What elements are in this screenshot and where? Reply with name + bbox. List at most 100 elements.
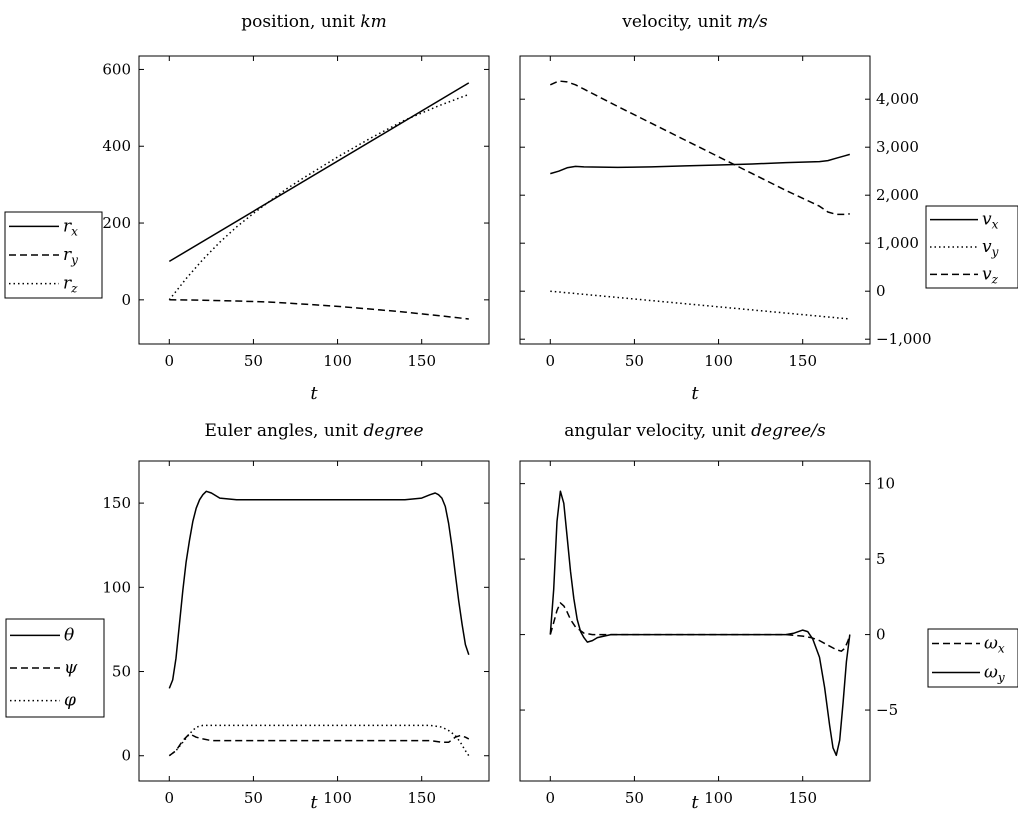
x-tick-label: 150 — [407, 352, 436, 370]
y-tick-label: 50 — [112, 663, 131, 681]
legend-label-main: ω — [984, 663, 998, 683]
x-tick-label: 50 — [625, 352, 644, 370]
legend-label: vz — [982, 264, 999, 286]
legend-label-main: θ — [64, 625, 74, 645]
series-line — [168, 82, 470, 263]
y-tick-label: 5 — [876, 550, 886, 568]
legend-label-sub: x — [992, 218, 999, 232]
legend-box — [927, 628, 1018, 688]
x-tick-label: 50 — [625, 789, 644, 807]
panel-velocity: 0 50 100 150 −1,000 0 1,000 2,000 3,000 4,000 velo… — [519, 12, 1018, 404]
series-line — [549, 80, 850, 216]
legend-label-main: r — [63, 274, 72, 294]
series-line — [168, 724, 470, 757]
legend-label: vx — [982, 210, 999, 232]
plot-frame — [519, 55, 871, 345]
x-tick-label: 100 — [704, 352, 733, 370]
legend-label-sub: y — [997, 671, 1005, 685]
x-tick-label: 50 — [244, 352, 263, 370]
y-tick-label: 4,000 — [876, 90, 919, 108]
legend-label-main: v — [982, 237, 992, 257]
panel-title-unit: degree/s — [751, 421, 826, 441]
y-tick-label: 3,000 — [876, 138, 919, 156]
series-line — [168, 490, 470, 689]
x-tick-label: 150 — [407, 789, 436, 807]
series-line — [169, 299, 469, 320]
legend-label-main: ω — [984, 634, 998, 654]
panel-title-text: position, unit — [241, 12, 360, 32]
series-line — [549, 490, 851, 757]
panel-title: position, unit km — [241, 12, 387, 32]
plot-frame — [138, 55, 490, 345]
legend-label-main: r — [63, 245, 72, 265]
x-tick-label: 100 — [323, 789, 352, 807]
legend-label-main: φ — [64, 691, 76, 711]
series-line — [168, 733, 470, 757]
y-tick-label: 200 — [102, 214, 131, 232]
legend-label-main: ψ — [64, 658, 78, 678]
legend-label: ψ — [64, 658, 78, 678]
legend-label: ry — [63, 245, 78, 267]
panel-title-text: angular velocity, unit — [564, 421, 751, 441]
y-tick-label: −5 — [876, 701, 898, 719]
x-tick-label: 50 — [244, 789, 263, 807]
panel-title-text: Euler angles, unit — [204, 421, 363, 441]
series-line — [550, 290, 850, 320]
x-tick-label: 0 — [546, 352, 556, 370]
legend-label-sub: x — [998, 642, 1005, 656]
panel-title: angular velocity, unit degree/s — [564, 421, 826, 441]
x-tick-label: 100 — [704, 789, 733, 807]
legend-label: rz — [63, 274, 78, 296]
legend-label-sub: z — [991, 272, 999, 286]
series-line — [168, 93, 470, 301]
legend-label: rx — [63, 216, 78, 238]
panel-title: Euler angles, unit degree — [204, 421, 423, 441]
legend-label-sub: x — [71, 224, 78, 238]
x-axis-label: t — [310, 383, 318, 404]
y-tick-label: 150 — [102, 494, 131, 512]
panel-angular-velocity: 0 50 100 150 −5 0 5 10 angular velocity, unit de… — [519, 421, 1018, 813]
panel-title: velocity, unit m/s — [621, 12, 768, 32]
legend-label-main: r — [63, 216, 72, 236]
x-tick-label: 150 — [788, 789, 817, 807]
y-tick-label: 0 — [121, 747, 131, 765]
x-axis-label: t — [691, 792, 699, 813]
panel-title-unit: m/s — [737, 12, 768, 32]
panel-euler-angles: 0 50 100 150 0 50 100 150 Euler angles, unit deg… — [5, 421, 490, 813]
y-tick-label: −1,000 — [876, 330, 932, 348]
y-tick-label: 600 — [102, 60, 131, 78]
x-tick-label: 0 — [165, 789, 175, 807]
panel-title-text: velocity, unit — [621, 12, 737, 32]
series-line — [550, 153, 851, 175]
x-tick-label: 150 — [788, 352, 817, 370]
x-tick-label: 0 — [165, 352, 175, 370]
x-axis-label: t — [691, 383, 699, 404]
y-tick-label: 400 — [102, 137, 131, 155]
x-axis-label: t — [310, 792, 318, 813]
y-tick-label: 1,000 — [876, 234, 919, 252]
y-tick-label: 0 — [876, 282, 886, 300]
legend-label: vy — [982, 237, 999, 259]
x-tick-label: 0 — [546, 789, 556, 807]
y-tick-label: 2,000 — [876, 186, 919, 204]
panel-title-unit: km — [360, 12, 386, 32]
y-tick-label: 10 — [876, 475, 895, 493]
legend-label: φ — [64, 691, 76, 711]
panel-title-unit: degree — [363, 421, 423, 441]
y-tick-label: 0 — [876, 626, 886, 644]
legend-label: ωy — [984, 663, 1005, 685]
legend-label-sub: y — [991, 245, 999, 259]
y-tick-label: 0 — [121, 291, 131, 309]
legend-label-main: v — [982, 264, 992, 284]
legend-label-sub: y — [70, 253, 78, 267]
legend-label-sub: z — [70, 282, 78, 296]
plot-frame — [519, 460, 871, 782]
legend-label: ωx — [984, 634, 1005, 656]
y-tick-label: 100 — [102, 578, 131, 596]
x-tick-label: 100 — [323, 352, 352, 370]
legend-label-main: v — [982, 210, 992, 230]
series-line — [549, 602, 851, 652]
plot-frame — [138, 460, 490, 782]
